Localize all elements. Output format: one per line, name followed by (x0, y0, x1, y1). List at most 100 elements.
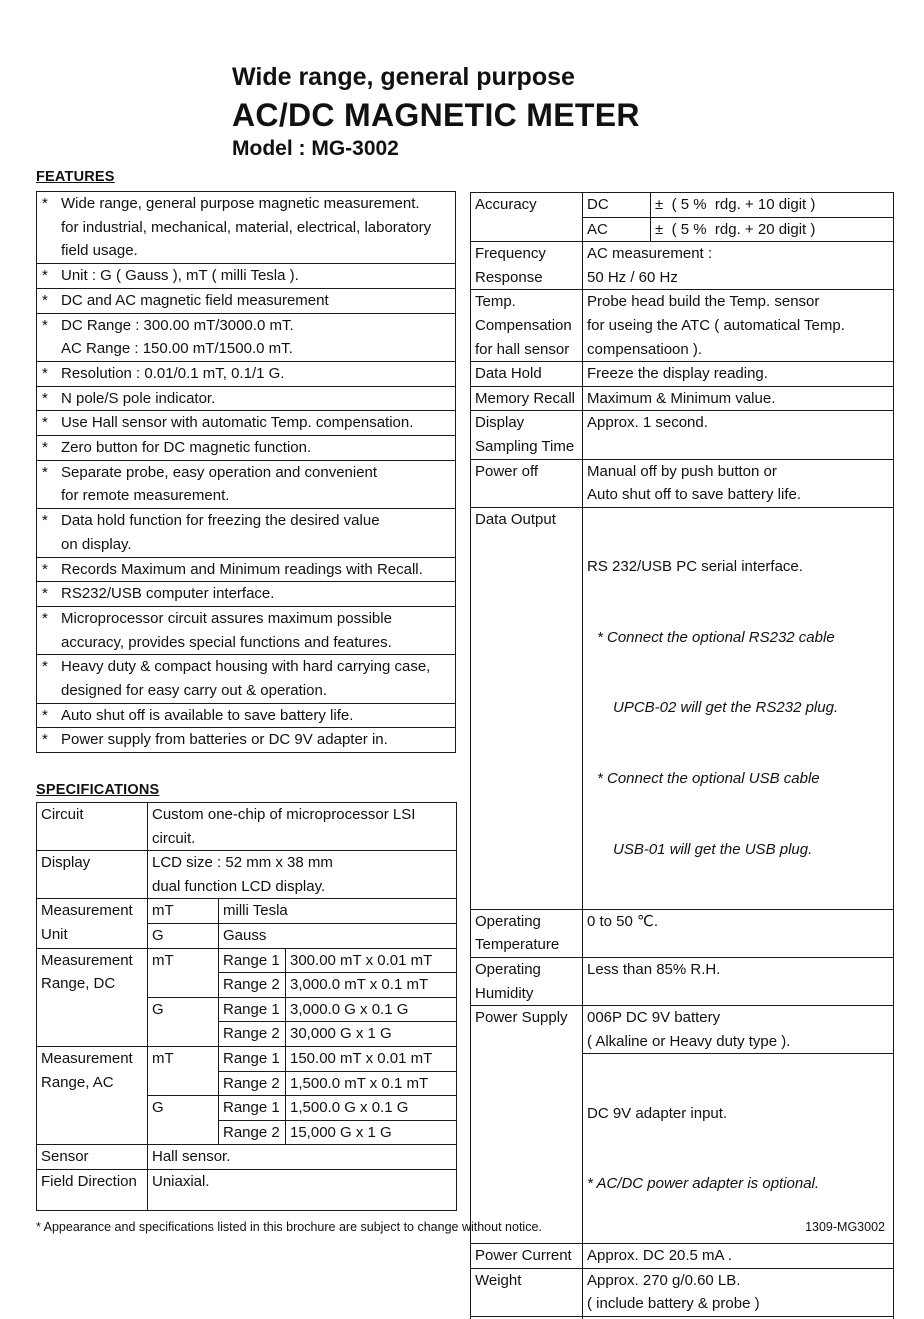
spec-row-circuit: Circuit Custom one-chip of microprocesso… (36, 801, 457, 852)
feature-text: Resolution : 0.01/0.1 mT, 0.1/1 G. (61, 364, 285, 382)
feature-text: RS232/USB computer interface. (61, 585, 275, 603)
range-value: 3,000.0 G x 0.1 G (285, 996, 457, 1023)
spec-row-range-ac: Range 2 15,000 G x 1 G (37, 1119, 457, 1146)
range-name: Range 1 (218, 1095, 286, 1121)
feature-bullet: * (42, 364, 48, 382)
feature-item: * Records Maximum and Minimum readings wi… (37, 558, 455, 583)
spec-label: Measurement Range, AC (36, 1045, 148, 1146)
feature-text: Zero button for DC magnetic function. (61, 439, 312, 457)
spec-row-range-ac: Range 2 1,500.0 mT x 0.1 mT (37, 1070, 457, 1097)
feature-text: DC and AC magnetic field measurement (61, 291, 329, 309)
detail-row-memory-recall: Memory Recall Maximum & Minimum value. (470, 385, 894, 412)
data-output-note: USB-01 will get the USB plug. (613, 841, 813, 859)
detail-label: Memory Recall (470, 385, 583, 412)
feature-text: DC Range : 300.00 mT/3000.0 mT. AC Range… (61, 316, 294, 358)
range-name: Range 1 (218, 1045, 286, 1072)
range-value: 1,500.0 G x 0.1 G (285, 1095, 457, 1121)
detail-value: 0 to 50 ℃. (582, 908, 894, 959)
spec-row-range-ac: Measurement Range, AC mT Range 1 150.00 … (36, 1045, 457, 1146)
accuracy-mode: DC (582, 192, 651, 218)
detail-row-operating-humidity: Operating Humidity Less than 85% R.H. (470, 956, 894, 1007)
detail-label: Operating Humidity (470, 956, 583, 1007)
spec-row-unit: Measurement Unit mT milli Tesla (36, 898, 457, 949)
range-value: 150.00 mT x 0.01 mT (285, 1045, 457, 1072)
unit-symbol: mT (147, 1045, 219, 1097)
spec-row-field-direction: Field Direction Uniaxial. (36, 1168, 457, 1211)
feature-bullet: * (42, 195, 48, 212)
spec-row-range-ac: G Range 1 1,500.0 G x 0.1 G (37, 1095, 457, 1146)
range-name: Range 2 (218, 1070, 286, 1097)
detail-value: Maximum & Minimum value. (582, 385, 894, 412)
range-name: Range 2 (218, 1119, 286, 1146)
feature-bullet: * (42, 463, 48, 481)
unit-symbol: mT (147, 898, 219, 924)
feature-bullet: * (42, 706, 48, 724)
unit-symbol: mT (147, 947, 219, 998)
feature-text: Auto shut off is available to save batte… (61, 706, 354, 724)
feature-item: * Use Hall sensor with automatic Temp. co… (37, 411, 455, 437)
feature-bullet: * (42, 585, 48, 603)
detail-label: Temp. Compensation for hall sensor (470, 289, 583, 363)
detail-row-data-output: Data Output RS 232/USB PC serial interfa… (470, 506, 894, 910)
features-list: * Wide range, general purpose magnetic me… (36, 191, 456, 754)
unit-name: Gauss (218, 922, 457, 949)
feature-text: Separate probe, easy operation and conve… (61, 463, 378, 505)
specifications-table: Circuit Custom one-chip of microprocesso… (36, 801, 457, 1211)
feature-bullet: * (42, 267, 48, 285)
feature-text: Use Hall sensor with automatic Temp. com… (61, 414, 414, 432)
spec-value: Custom one-chip of microprocessor LSI ci… (147, 801, 457, 852)
detail-row-data-hold: Data Hold Freeze the display reading. (470, 361, 894, 387)
feature-item: * RS232/USB computer interface. (37, 582, 455, 607)
feature-item: * Data hold function for freezing the des… (37, 509, 455, 558)
feature-item: * Microprocessor circuit assures maximum … (37, 607, 455, 656)
range-value: 30,000 G x 1 G (285, 1021, 457, 1047)
detail-row-frequency-response: Frequency Response AC measurement : 50 H… (470, 241, 894, 291)
product-name: AC/DC MAGNETIC METER (232, 97, 640, 133)
detail-value: Approx. DC 20.5 mA . (582, 1243, 894, 1269)
detail-label: Data Output (470, 506, 583, 910)
detail-label: Power Current (470, 1243, 583, 1269)
feature-bullet: * (42, 560, 48, 578)
details-table: Accuracy DC ± ( 5 % rdg. + 10 digit ) AC… (470, 191, 894, 1319)
unit-symbol: G (147, 996, 219, 1047)
feature-item: * DC and AC magnetic field measurement (37, 289, 455, 314)
spec-row-sensor: Sensor Hall sensor. (36, 1144, 457, 1170)
specifications-heading: SPECIFICATIONS (36, 782, 160, 798)
feature-item: * Zero button for DC magnetic function. (37, 436, 455, 461)
feature-item: * N pole/S pole indicator. (37, 387, 455, 412)
feature-text: N pole/S pole indicator. (61, 389, 216, 407)
spec-label: Measurement Range, DC (36, 947, 148, 1047)
spec-row-range-dc: Range 2 3,000.0 mT x 0.1 mT (37, 972, 457, 998)
feature-bullet: * (42, 731, 48, 749)
detail-row-accuracy: Accuracy DC ± ( 5 % rdg. + 10 digit ) (470, 191, 894, 243)
range-value: 3,000.0 mT x 0.1 mT (285, 972, 457, 998)
spec-value: Hall sensor. (147, 1144, 457, 1170)
accuracy-value: ± ( 5 % rdg. + 20 digit ) (650, 216, 894, 243)
detail-value: Main instrument : 200 x 68 x 30 mm ( 7.9… (582, 1315, 894, 1319)
detail-row-weight: Weight Approx. 270 g/0.60 LB. ( include … (470, 1267, 894, 1317)
feature-bullet: * (42, 609, 48, 627)
detail-label: Operating Temperature (470, 908, 583, 959)
feature-text: Wide range, general purpose magnetic mea… (61, 195, 432, 260)
feature-item: * DC Range : 300.00 mT/3000.0 mT. AC Rang… (37, 314, 455, 362)
feature-bullet: * (42, 658, 48, 676)
feature-item: * Wide range, general purpose magnetic me… (37, 192, 455, 265)
spec-label: Measurement Unit (36, 898, 148, 949)
detail-label: Data Hold (470, 361, 583, 387)
detail-value: Probe head build the Temp. sensor for us… (582, 289, 894, 363)
detail-value: RS 232/USB PC serial interface. * Connec… (582, 506, 894, 910)
detail-label: Accuracy (470, 191, 583, 243)
feature-bullet: * (42, 414, 48, 432)
feature-item: * Heavy duty & compact housing with hard … (37, 655, 455, 704)
footer-note: * Appearance and specifications listed i… (36, 1220, 542, 1234)
detail-value: Freeze the display reading. (582, 361, 894, 387)
detail-row-operating-temperature: Operating Temperature 0 to 50 ℃. (470, 908, 894, 959)
power-supply-adapter: DC 9V adapter input. (587, 1104, 728, 1122)
footer: * Appearance and specifications listed i… (36, 1219, 885, 1235)
data-output-note: * Connect the optional USB cable (597, 770, 820, 788)
feature-text: Heavy duty & compact housing with hard c… (61, 658, 431, 700)
detail-row-power-current: Power Current Approx. DC 20.5 mA . (470, 1243, 894, 1269)
feature-item: * Resolution : 0.01/0.1 mT, 0.1/1 G. (37, 362, 455, 387)
spec-row-range-dc: Range 2 30,000 G x 1 G (37, 1021, 457, 1047)
